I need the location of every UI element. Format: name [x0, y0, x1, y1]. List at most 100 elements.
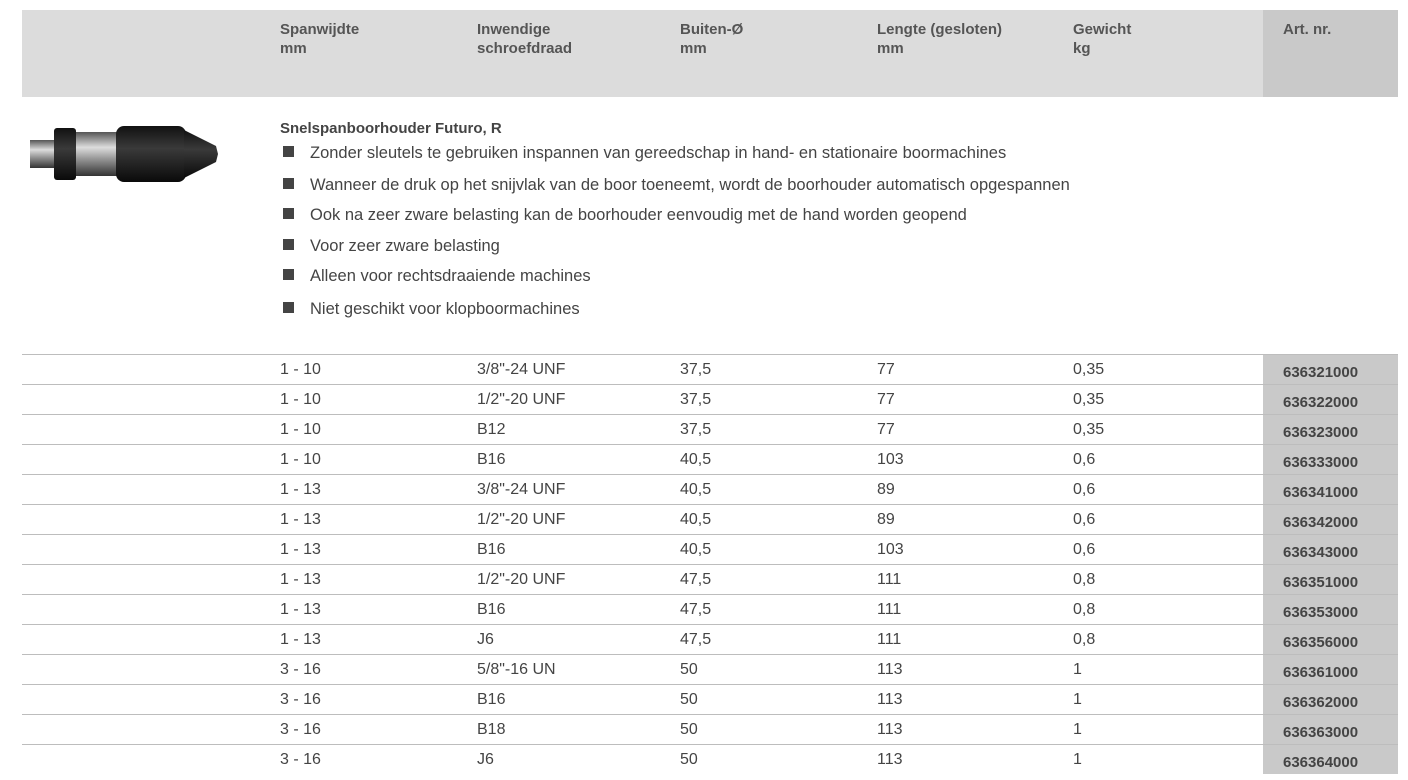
table-cell: 1 — [1073, 691, 1082, 708]
table-cell: 111 — [877, 571, 902, 588]
header-cell: Art. nr. — [1283, 20, 1331, 39]
table-cell: 113 — [877, 751, 903, 768]
table-cell: 0,8 — [1073, 631, 1096, 648]
table-cell: 1 - 13 — [280, 601, 321, 618]
header-cell: Lengte (gesloten) mm — [877, 20, 1002, 58]
table-cell: B16 — [477, 451, 506, 468]
table-cell: 3 - 16 — [280, 751, 321, 768]
table-cell: 40,5 — [680, 451, 712, 468]
table-row: 1 - 13 1/2"-20 UNF 47,5 111 0,8 636351000 — [22, 564, 1398, 595]
table-cell: 1 - 10 — [280, 421, 321, 438]
table-row: 1 - 13 B16 40,5 103 0,6 636343000 — [22, 534, 1398, 565]
table-row: 1 - 13 B16 47,5 111 0,8 636353000 — [22, 594, 1398, 625]
table-cell: 37,5 — [680, 361, 712, 378]
table-cell: 1 - 10 — [280, 361, 321, 378]
bullet-square — [283, 302, 294, 313]
art-number: 636364000 — [1283, 754, 1359, 771]
header-text: Buiten-Ø — [680, 21, 744, 38]
table-row: 1 - 13 3/8"-24 UNF 40,5 89 0,6 636341000 — [22, 474, 1398, 505]
bullet-text: Zonder sleutels te gebruiken inspannen v… — [310, 144, 1007, 162]
art-cell: 636353000 — [1263, 595, 1398, 625]
bullet: Wanneer de druk op het snijvlak van de b… — [283, 176, 1070, 195]
table-cell: 1 - 13 — [280, 481, 321, 498]
table-row: 3 - 16 B18 50 113 1 636363000 — [22, 714, 1398, 745]
header-cell: Inwendige schroefdraad — [477, 20, 572, 58]
table-row: 1 - 10 1/2"-20 UNF 37,5 77 0,35 636322000 — [22, 384, 1398, 415]
header-text: mm — [877, 40, 904, 57]
table-cell: 1 - 13 — [280, 571, 321, 588]
bullet: Alleen voor rechtsdraaiende machines — [283, 267, 591, 286]
table-cell: 50 — [680, 751, 698, 768]
header-cell: Gewicht kg — [1073, 20, 1131, 58]
table-cell: 1 - 13 — [280, 541, 321, 558]
header-text: mm — [680, 40, 707, 57]
bullet-text: Ook na zeer zware belasting kan de boorh… — [310, 206, 967, 224]
art-cell: 636323000 — [1263, 415, 1398, 445]
table-cell: 103 — [877, 451, 904, 468]
bullet-text: Voor zeer zware belasting — [310, 237, 500, 255]
table-cell: 1 - 10 — [280, 451, 321, 468]
art-number: 636361000 — [1283, 664, 1359, 681]
header-band-art — [1263, 10, 1398, 97]
bullet: Ook na zeer zware belasting kan de boorh… — [283, 206, 967, 225]
table-cell: 0,35 — [1073, 391, 1105, 408]
table-cell: 0,8 — [1073, 571, 1096, 588]
table-cell: 37,5 — [680, 421, 712, 438]
table-cell: 50 — [680, 721, 698, 738]
bullet: Zonder sleutels te gebruiken inspannen v… — [283, 144, 1006, 163]
table-row: 1 - 10 3/8"-24 UNF 37,5 77 0,35 636321000 — [22, 354, 1398, 385]
header-cell: Spanwijdte mm — [280, 20, 359, 58]
art-number: 636351000 — [1283, 574, 1359, 591]
table-cell: J6 — [477, 631, 494, 648]
art-number: 636342000 — [1283, 514, 1359, 531]
header-text: Spanwijdte — [280, 21, 360, 38]
header-cell: Buiten-Ø mm — [680, 20, 743, 58]
header-text: Lengte (gesloten) — [877, 21, 1003, 38]
art-cell: 636363000 — [1263, 715, 1398, 745]
table-row: 1 - 13 J6 47,5 111 0,8 636356000 — [22, 624, 1398, 655]
bullet-square — [283, 239, 294, 250]
art-cell: 636322000 — [1263, 385, 1398, 415]
table-cell: 77 — [877, 421, 895, 438]
table-cell: 0,35 — [1073, 361, 1105, 378]
table-row: 3 - 16 B16 50 113 1 636362000 — [22, 684, 1398, 715]
art-number: 636341000 — [1283, 484, 1359, 501]
table-cell: 40,5 — [680, 511, 712, 528]
art-number: 636322000 — [1283, 394, 1359, 411]
art-number: 636343000 — [1283, 544, 1359, 561]
table-cell: 3/8"-24 UNF — [477, 481, 566, 498]
table-cell: 0,6 — [1073, 451, 1096, 468]
bullet-square — [283, 178, 294, 189]
table-cell: 113 — [877, 691, 903, 708]
header-text: Inwendige — [477, 21, 551, 38]
art-number: 636323000 — [1283, 424, 1359, 441]
table-cell: 1 — [1073, 721, 1082, 738]
table-row: 1 - 10 B12 37,5 77 0,35 636323000 — [22, 414, 1398, 445]
bullet-square — [283, 208, 294, 219]
art-cell: 636356000 — [1263, 625, 1398, 655]
header-band — [22, 10, 1263, 97]
bullet-square — [283, 269, 294, 280]
table-cell: 113 — [877, 661, 903, 678]
art-cell: 636364000 — [1263, 745, 1398, 775]
table-cell: 1/2"-20 UNF — [477, 571, 566, 588]
table-cell: 47,5 — [680, 571, 712, 588]
art-cell: 636321000 — [1263, 355, 1398, 385]
table-cell: 3 - 16 — [280, 691, 321, 708]
art-number: 636353000 — [1283, 604, 1359, 621]
table-cell: 47,5 — [680, 631, 712, 648]
bullet-text: Alleen voor rechtsdraaiende machines — [310, 267, 591, 285]
table-row: 1 - 10 B16 40,5 103 0,6 636333000 — [22, 444, 1398, 475]
table-cell: 103 — [877, 541, 904, 558]
table-cell: 0,6 — [1073, 511, 1096, 528]
table-cell: 3 - 16 — [280, 661, 321, 678]
table-row: 3 - 16 5/8"-16 UN 50 113 1 636361000 — [22, 654, 1398, 685]
header-text: kg — [1073, 40, 1091, 57]
table-row: 3 - 16 J6 50 113 1 636364000 — [22, 744, 1398, 775]
table-cell: B16 — [477, 541, 506, 558]
table-cell: 0,35 — [1073, 421, 1105, 438]
art-cell: 636362000 — [1263, 685, 1398, 715]
table-cell: 5/8"-16 UN — [477, 661, 556, 678]
product-image — [30, 126, 218, 182]
